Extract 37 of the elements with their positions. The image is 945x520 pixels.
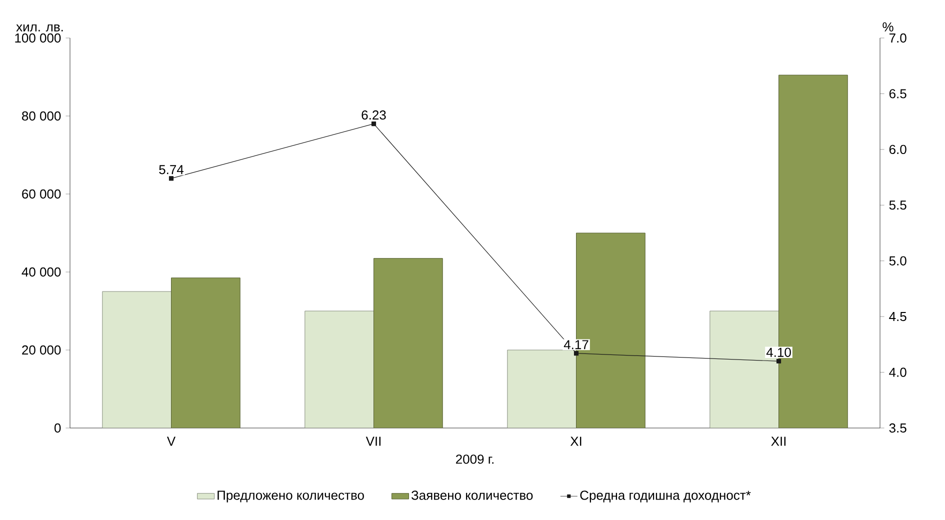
x-tick-label: V [166,436,176,446]
y-tick-label: 60 000 [22,189,61,199]
y2-tick-label: 3.5 [889,423,906,433]
bar [171,278,240,428]
y-axis-title: хил. лв. [16,24,63,32]
y-tick-label: 0 [54,423,61,433]
data-label: 4.10 [766,348,791,357]
y-tick-label: 40 000 [22,267,61,277]
y-tick-label: 80 000 [22,111,61,121]
x-axis-title: 2009 г. [456,454,494,464]
point [371,122,376,126]
y2-tick-label: 4.0 [889,368,906,377]
data-label: 4.17 [564,340,588,350]
bar [304,310,374,428]
y2-tick-label: 5.0 [889,256,906,266]
y-tick-label: 100 000 [15,33,61,43]
data-label: 6.23 [362,110,386,120]
x-tick-label: XII [771,436,786,446]
x-tick-label: XI [570,436,582,446]
y2-tick-label: 6.5 [889,89,906,98]
bar [507,350,577,428]
y2-tick-label: 7.0 [889,33,906,43]
bar [374,258,443,428]
x-tick-label: VII [366,436,380,446]
data-label: 5.74 [159,165,184,174]
y2-tick-label: 4.5 [889,312,906,322]
legend-label: Средна годишна доходност* [580,490,751,502]
y2-tick-label: 5.5 [889,200,906,210]
point [776,358,782,364]
point [168,176,174,181]
point [574,351,579,356]
bar [102,291,172,428]
legend-label: Предложено количество [218,490,364,502]
y-tick-label: 20 000 [22,345,61,355]
legend-label: Заявено количество [411,490,533,500]
y2-tick-label: 6.0 [889,144,906,154]
y2-axis-title: % [882,22,894,32]
